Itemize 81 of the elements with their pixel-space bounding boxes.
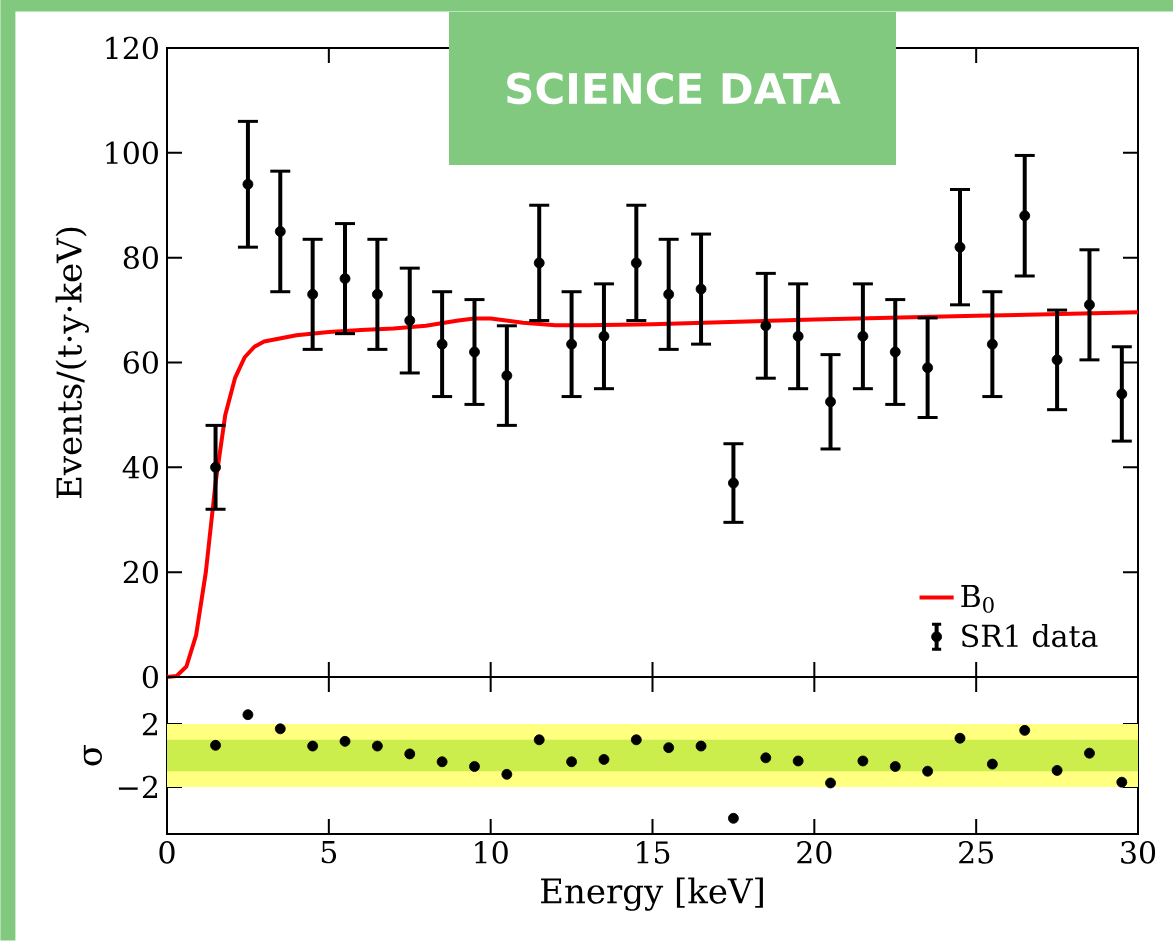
point <box>436 756 448 768</box>
point <box>695 283 707 295</box>
point <box>663 742 675 754</box>
point <box>436 338 448 350</box>
x-axis-title: Energy [keV] <box>541 877 763 911</box>
point <box>533 734 545 746</box>
legend-label: B$_{0}$ <box>961 585 994 613</box>
point <box>404 748 416 760</box>
y-tick-label: 40 <box>122 455 158 479</box>
point <box>1084 299 1095 311</box>
y-axis-title: Events/(t·y·keV) <box>55 227 89 499</box>
point <box>307 288 319 300</box>
annotation: SCIENCE DATA <box>507 72 841 105</box>
x-tick-label: 10 <box>475 841 508 864</box>
point <box>404 315 416 326</box>
point <box>274 723 286 735</box>
point <box>566 756 577 768</box>
point <box>1084 747 1095 759</box>
point <box>242 178 254 190</box>
point <box>922 362 934 374</box>
point <box>469 346 480 358</box>
point <box>566 338 577 350</box>
y-tick-label: −2 <box>118 775 157 799</box>
point <box>857 330 869 342</box>
point <box>663 288 675 300</box>
x-tick-label: 5 <box>321 841 337 864</box>
point <box>825 396 836 408</box>
y-tick-label: 120 <box>106 36 158 60</box>
point <box>728 812 739 824</box>
point <box>274 226 286 237</box>
y-tick-label: 100 <box>106 141 158 165</box>
point <box>792 755 804 767</box>
point <box>986 758 998 770</box>
point <box>1051 765 1063 776</box>
legend-label: SR1 data <box>962 623 1098 648</box>
x-tick-label: 25 <box>959 841 993 864</box>
point <box>760 320 772 332</box>
x-tick-label: 0 <box>159 841 175 864</box>
y-tick-label: 2 <box>142 712 157 736</box>
point <box>1019 210 1031 222</box>
point <box>954 732 966 744</box>
point <box>1051 354 1063 366</box>
point <box>339 735 351 747</box>
point <box>986 338 998 350</box>
point <box>371 288 383 300</box>
x-tick-label: 30 <box>1121 841 1156 864</box>
point <box>501 768 513 780</box>
x-tick-label: 20 <box>797 841 832 864</box>
point <box>501 370 513 381</box>
point <box>307 740 319 752</box>
point <box>210 739 221 751</box>
point <box>210 461 221 473</box>
y-tick-label: 0 <box>142 665 158 689</box>
point <box>889 761 901 772</box>
point <box>922 765 934 777</box>
point <box>630 734 642 746</box>
point <box>728 477 739 489</box>
y-axis-title: σ <box>83 744 102 766</box>
point <box>533 257 545 269</box>
point <box>469 761 480 772</box>
point <box>630 257 642 269</box>
point <box>242 709 254 721</box>
point <box>857 755 869 767</box>
y-tick-label: 80 <box>123 246 158 270</box>
point <box>825 777 836 789</box>
point <box>695 740 707 752</box>
point <box>339 273 351 285</box>
point <box>1019 724 1031 736</box>
y-tick-label: 60 <box>123 351 158 374</box>
point <box>371 740 383 752</box>
point <box>1116 776 1128 788</box>
point <box>760 752 772 764</box>
x-tick-label: 15 <box>637 841 670 864</box>
y-tick-label: 20 <box>123 560 158 584</box>
point <box>954 241 966 253</box>
line-series <box>165 310 1140 679</box>
point <box>598 330 610 342</box>
point <box>889 346 901 358</box>
point <box>1116 388 1128 400</box>
point <box>792 330 804 342</box>
point <box>598 754 610 765</box>
